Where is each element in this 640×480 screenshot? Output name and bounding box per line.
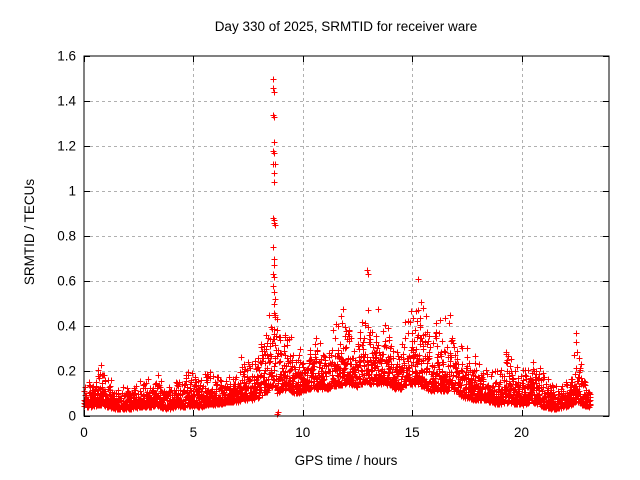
x-tick-label-4: 20 <box>514 425 529 440</box>
y-tick-label-0: 0 <box>68 409 76 424</box>
y-axis-label: SRMTID / TECUs <box>22 179 37 286</box>
x-tick-label-0: 0 <box>80 425 88 440</box>
axis-ticks <box>84 56 609 417</box>
y-tick-label-6: 1.2 <box>57 139 76 154</box>
y-tick-label-1: 0.2 <box>57 364 76 379</box>
x-tick-label-3: 15 <box>405 425 420 440</box>
chart-title: Day 330 of 2025, SRMTID for receiver war… <box>215 19 478 34</box>
x-axis-label: GPS time / hours <box>295 453 398 468</box>
axis-tick-labels: 0 5 10 15 20 0 0.2 0.4 0.6 0.8 1 1.2 1.4 1.6 <box>57 49 529 441</box>
y-tick-label-3: 0.6 <box>57 274 76 289</box>
y-tick-label-8: 1.6 <box>57 49 76 64</box>
x-tick-label-1: 5 <box>190 425 198 440</box>
y-tick-label-5: 1 <box>68 184 76 199</box>
x-tick-label-2: 10 <box>295 425 310 440</box>
y-tick-label-2: 0.4 <box>57 319 76 334</box>
y-tick-label-7: 1.4 <box>57 94 76 109</box>
y-tick-label-4: 0.8 <box>57 229 76 244</box>
